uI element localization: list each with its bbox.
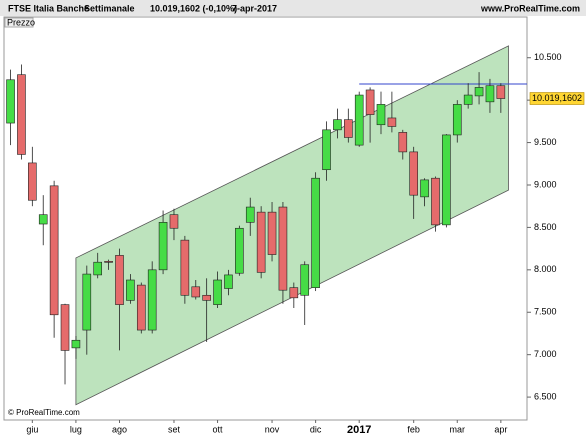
candle-body <box>28 162 37 201</box>
x-tick-label: apr <box>494 424 507 434</box>
candle-body <box>354 94 364 146</box>
candle-body <box>147 269 157 331</box>
candle-body <box>398 132 408 153</box>
candle-body <box>463 94 473 105</box>
header-period: Settimanale <box>84 3 135 13</box>
plot-frame <box>3 16 528 421</box>
candle-body <box>322 129 331 171</box>
candle-body <box>71 339 81 349</box>
candle-body <box>82 273 92 331</box>
candle-body <box>376 104 386 126</box>
candle-body <box>213 279 222 305</box>
candle-body <box>245 206 255 223</box>
x-tick-label: ott <box>213 424 224 434</box>
candle-body <box>496 85 506 99</box>
candle-body <box>485 85 495 103</box>
candle-body <box>60 304 70 351</box>
label-box <box>4 17 34 28</box>
candle-body <box>93 261 103 276</box>
candle-body <box>224 274 233 289</box>
candle-body <box>191 286 201 298</box>
header-title: FTSE Italia Banche <box>8 3 89 13</box>
candle-body <box>235 227 244 274</box>
candle-body <box>474 87 484 97</box>
header-quote: 10.019,1602 (-0,10%) <box>150 3 237 13</box>
header-date: 7-apr-2017 <box>232 3 277 13</box>
candle-body <box>409 151 418 196</box>
candle-body <box>49 185 59 316</box>
candle-body <box>136 284 146 331</box>
candle-body <box>452 104 462 136</box>
last-price-box <box>529 92 585 105</box>
x-tick-label: dic <box>310 424 322 434</box>
candle-body <box>169 214 179 229</box>
header-site: www.ProRealTime.com <box>480 3 580 13</box>
y-tick-label: 9.000 <box>534 179 557 189</box>
x-tick-label: feb <box>407 424 420 434</box>
candle-body <box>420 179 429 198</box>
candle-body <box>180 239 190 296</box>
candle-body <box>311 177 320 288</box>
x-tick-label: giu <box>26 424 38 434</box>
candle-body <box>300 264 310 296</box>
candle-body <box>6 79 15 124</box>
x-tick-label: mar <box>450 424 466 434</box>
x-tick-label: 2017 <box>347 424 371 436</box>
candle-body <box>278 206 288 291</box>
y-tick-label: 9.500 <box>534 137 557 147</box>
candle-body <box>256 211 266 273</box>
y-tick-label: 8.500 <box>534 222 557 232</box>
header-bar <box>0 0 586 16</box>
candle-body <box>289 287 299 299</box>
candle-body <box>17 74 26 155</box>
candle-body <box>126 279 135 301</box>
y-tick-label: 10.500 <box>534 52 562 62</box>
candle-body <box>115 255 124 305</box>
candle-body <box>158 222 168 271</box>
last-price-label: 10.019,1602 <box>532 93 582 103</box>
candle-body <box>202 294 211 301</box>
x-tick-label: set <box>168 424 181 434</box>
candle-body <box>387 117 397 127</box>
y-tick-label: 6.500 <box>534 391 557 401</box>
y-tick-label: 8.000 <box>534 264 557 274</box>
candle-body <box>365 89 375 115</box>
y-tick-label: 7.000 <box>534 349 557 359</box>
x-tick-label: nov <box>265 424 280 434</box>
candle-body <box>267 211 277 255</box>
candle-body <box>333 119 342 131</box>
copyright: © ProRealTime.com <box>8 408 80 417</box>
x-tick-label: ago <box>112 424 127 434</box>
candle-body <box>431 177 440 226</box>
price-label: Prezzo <box>7 17 35 27</box>
x-tick-label: lug <box>70 424 82 434</box>
candle-body <box>104 261 113 263</box>
candle-body <box>344 119 353 138</box>
candle-body <box>38 214 48 225</box>
y-tick-label: 7.500 <box>534 307 557 317</box>
candle-body <box>442 134 451 226</box>
